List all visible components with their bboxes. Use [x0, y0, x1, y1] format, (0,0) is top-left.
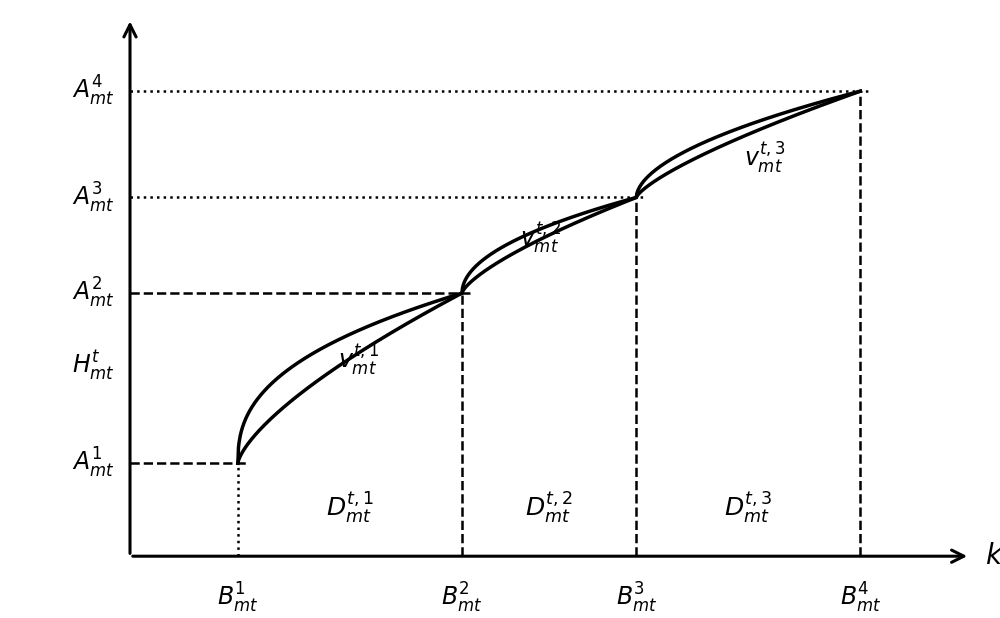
- Text: $A^{3}_{mt}$: $A^{3}_{mt}$: [72, 180, 115, 214]
- Text: $v^{t,3}_{mt}$: $v^{t,3}_{mt}$: [744, 141, 785, 176]
- Text: $H^{t}_{mt}$: $H^{t}_{mt}$: [72, 348, 115, 381]
- Text: $A^{2}_{mt}$: $A^{2}_{mt}$: [72, 276, 115, 310]
- Text: $D^{t,2}_{mt}$: $D^{t,2}_{mt}$: [525, 491, 573, 526]
- Text: $A^{4}_{mt}$: $A^{4}_{mt}$: [72, 74, 115, 108]
- Text: $v^{t,2}_{mt}$: $v^{t,2}_{mt}$: [520, 221, 561, 256]
- Text: $B^{3}_{mt}$: $B^{3}_{mt}$: [616, 581, 657, 615]
- Text: $kW$: $kW$: [985, 543, 1000, 570]
- Text: $B^{2}_{mt}$: $B^{2}_{mt}$: [441, 581, 483, 615]
- Text: $D^{t,1}_{mt}$: $D^{t,1}_{mt}$: [326, 491, 374, 526]
- Text: $B^{4}_{mt}$: $B^{4}_{mt}$: [840, 581, 881, 615]
- Text: $A^{1}_{mt}$: $A^{1}_{mt}$: [72, 446, 115, 480]
- Text: $B^{1}_{mt}$: $B^{1}_{mt}$: [217, 581, 259, 615]
- Text: $v^{t,1}_{mt}$: $v^{t,1}_{mt}$: [338, 343, 378, 378]
- Text: $D^{t,3}_{mt}$: $D^{t,3}_{mt}$: [724, 491, 773, 526]
